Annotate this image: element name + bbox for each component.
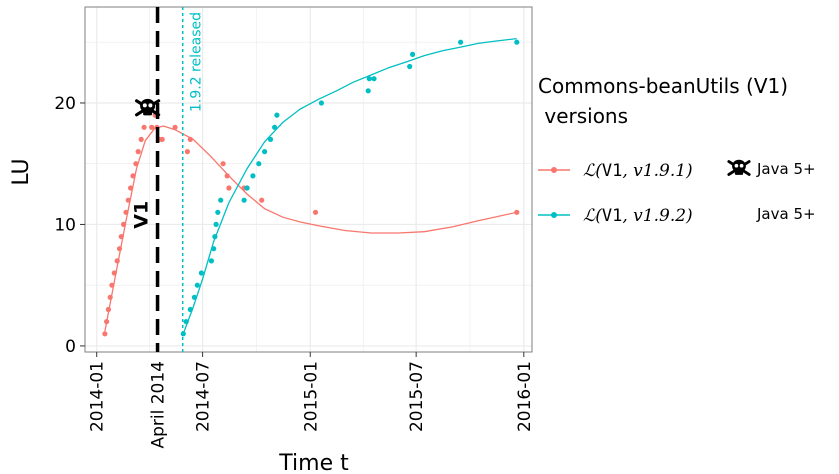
data-point-v191 (128, 185, 134, 191)
data-point-v192 (218, 197, 224, 203)
data-point-v192 (194, 282, 200, 288)
data-point-v192 (366, 76, 372, 82)
data-point-v191 (121, 221, 127, 227)
data-point-v191 (114, 258, 120, 264)
data-point-v192 (241, 197, 247, 203)
data-point-v192 (318, 100, 324, 106)
legend-entry-v191: ℒ(V1, v1.9.1) Java 5+ (538, 159, 816, 181)
data-point-v191 (224, 173, 230, 179)
data-point-v191 (187, 136, 193, 142)
data-point-v191 (102, 331, 108, 337)
legend-title-line1: Commons-beanUtils (V1) (538, 74, 788, 98)
data-point-v192 (514, 39, 520, 45)
legend-entry-v192: ℒ(V1, v1.9.2) Java 5+ (538, 205, 816, 226)
x-axis-title: Time t (278, 451, 349, 474)
axes: 0 10 20 2014-01 2014-07 2015-01 2015-07 2016-01… (54, 94, 534, 449)
legend-skull-crossbones-icon (727, 159, 751, 176)
legend: Commons-beanUtils (V1) versions ℒ(V1, v1… (538, 74, 816, 226)
data-point-v191 (133, 161, 139, 167)
data-point-v192 (191, 294, 197, 300)
data-point-v192 (410, 51, 416, 58)
data-point-v192 (187, 306, 193, 313)
data-point-v191 (172, 124, 178, 130)
legend-label-v191-code: V1 (602, 161, 622, 181)
x-tick-label: 2015-07 (407, 361, 427, 432)
x-tick-label: 2014-07 (194, 361, 214, 432)
y-axis-title: LU (9, 158, 34, 185)
data-point-v192 (458, 39, 464, 45)
data-point-v191 (123, 209, 129, 215)
grid (85, 7, 532, 352)
legend-label-v192-code: V1 (602, 206, 622, 226)
x-tick-label: 2016-01 (515, 361, 535, 432)
x-tick-label: 2014-01 (88, 361, 108, 432)
data-point-v192 (211, 246, 217, 252)
legend-label-v192-suffix: , v1.9.2) (622, 206, 692, 226)
data-point-v192 (212, 234, 218, 240)
legend-title-line2: versions (538, 104, 628, 128)
data-point-v192 (272, 124, 278, 130)
data-point-v191 (135, 149, 141, 155)
legend-key-point-v192 (551, 212, 557, 218)
data-point-v192 (208, 258, 214, 264)
legend-note-v192: Java 5+ (756, 205, 816, 223)
data-point-v192 (371, 76, 377, 82)
data-point-v191 (514, 209, 520, 215)
release-label: 1.9.2 released (189, 12, 205, 112)
data-point-v192 (407, 63, 413, 70)
data-point-v191 (109, 282, 115, 288)
data-point-v191 (259, 197, 265, 203)
series-trend-line-v192 (182, 37, 517, 335)
data-point-v192 (262, 149, 268, 155)
legend-label-v192: ℒ(V1, v1.9.2) (583, 206, 693, 226)
data-point-v191 (184, 149, 190, 155)
legend-key-point-v191 (551, 167, 557, 173)
data-point-v192 (215, 209, 221, 215)
data-point-v191 (141, 124, 147, 130)
data-point-v192 (365, 88, 371, 94)
annotations: V1 1.9.2 released (131, 7, 205, 352)
data-point-v191 (226, 185, 232, 191)
skull-crossbones-icon (135, 98, 161, 117)
data-point-v191 (125, 197, 131, 203)
data-point-v191 (159, 136, 165, 142)
data-point-v191 (149, 124, 155, 130)
legend-note-v191: Java 5+ (756, 160, 816, 178)
data-point-v192 (213, 221, 219, 227)
data-point-v191 (111, 270, 117, 276)
data-point-v191 (104, 319, 110, 325)
legend-label-v191: ℒ(V1, v1.9.1) (583, 161, 693, 181)
data-point-v191 (105, 306, 111, 313)
data-point-v191 (312, 209, 319, 215)
data-point-v191 (118, 234, 124, 240)
data-point-v192 (244, 185, 250, 191)
series-trend-line-v191 (104, 125, 517, 332)
y-tick-label: 0 (65, 337, 76, 357)
data-point-v192 (256, 161, 262, 167)
data-point-v192 (274, 112, 280, 118)
series-layer (102, 37, 520, 337)
legend-label-v191-prefix: ℒ( (583, 161, 602, 181)
plot-panel-border (84, 6, 533, 353)
data-point-v191 (220, 161, 226, 167)
data-point-v191 (116, 246, 123, 252)
data-point-v191 (130, 173, 136, 179)
data-point-v191 (138, 136, 144, 142)
y-tick-label: 10 (54, 215, 76, 235)
data-point-v192 (198, 270, 204, 276)
data-point-v192 (183, 319, 189, 325)
v1-label: V1 (131, 201, 153, 229)
y-tick-label: 20 (54, 94, 76, 114)
legend-label-v192-prefix: ℒ( (583, 206, 602, 226)
data-point-v191 (107, 294, 113, 300)
data-point-v192 (250, 173, 256, 179)
data-point-v192 (267, 136, 274, 142)
x-tick-label: 2015-01 (301, 361, 321, 432)
v1-date-tick-label: April 2014 (149, 361, 169, 449)
legend-label-v191-suffix: , v1.9.1) (622, 161, 692, 181)
